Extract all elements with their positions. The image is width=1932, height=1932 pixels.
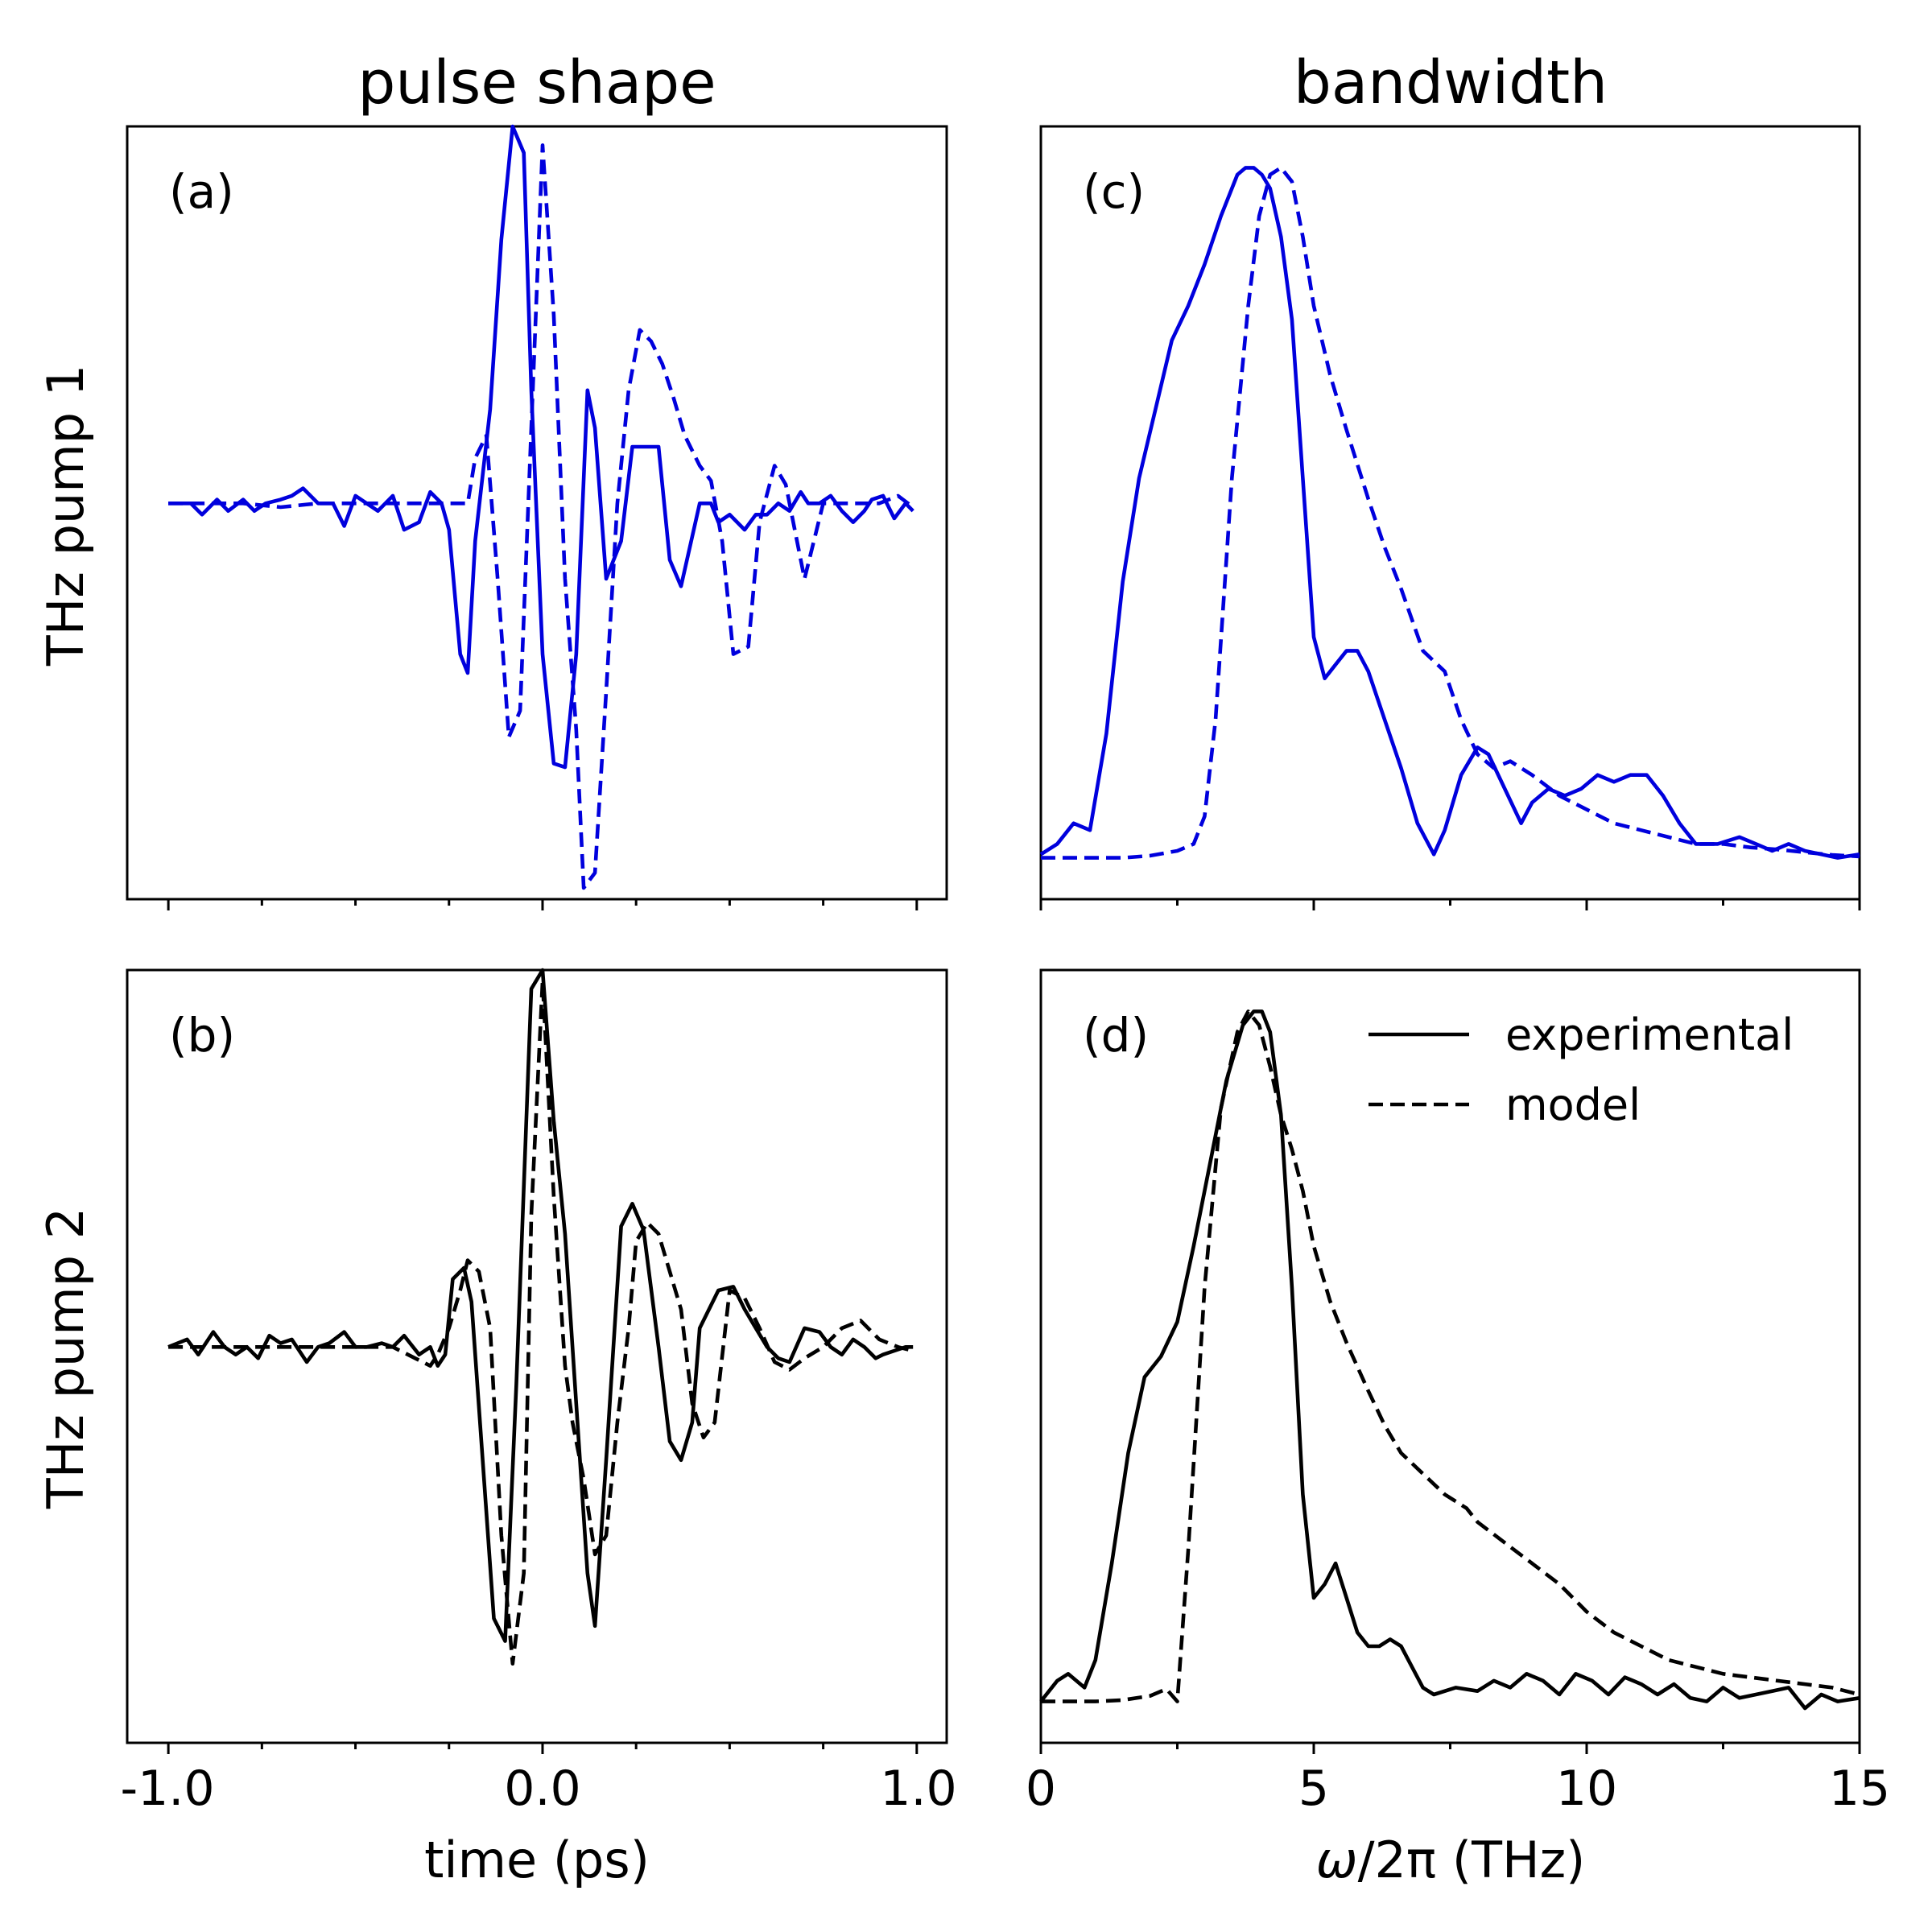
- series-layer: [167, 124, 1860, 1711]
- xtick-label-time-1: 1.0: [880, 1761, 956, 1817]
- xtick-label-freq-10: 10: [1556, 1761, 1617, 1817]
- xtick-label-freq-15: 15: [1829, 1761, 1890, 1817]
- series-b-model: [168, 979, 914, 1666]
- xlabel-omega: ω: [1316, 1831, 1358, 1889]
- series-d-model: [1041, 1009, 1860, 1703]
- title-bandwidth: bandwidth: [1294, 48, 1608, 118]
- xtick-label-freq-0: 0: [1026, 1761, 1056, 1817]
- xtick-label-time-neg1: -1.0: [120, 1761, 214, 1817]
- legend-label-model: model: [1505, 1080, 1641, 1130]
- series-a-experimental: [168, 124, 914, 770]
- series-a-model: [168, 143, 914, 890]
- panel-b-frame: [126, 968, 948, 1744]
- series-d-experimental: [1039, 1009, 1860, 1711]
- xtick-label-freq-5: 5: [1298, 1761, 1329, 1817]
- xlabel-frequency: ω/2π (THz): [1316, 1831, 1586, 1889]
- panel-d-frame: [1039, 968, 1861, 1744]
- xlabel-time: time (ps): [424, 1831, 650, 1889]
- legend: experimental model: [1368, 1009, 1794, 1130]
- ylabel-thz-pump-1: THz pump 1: [36, 365, 95, 667]
- xtick-label-time-0: 0.0: [504, 1761, 580, 1817]
- title-pulse-shape: pulse shape: [357, 48, 716, 118]
- series-c-model: [1041, 166, 1860, 860]
- ylabel-thz-pump-2: THz pump 2: [36, 1208, 95, 1509]
- panel-label-a: (a): [169, 164, 234, 219]
- axis-ticks: [167, 899, 1861, 1754]
- xlabel-freq-rest: /2π (THz): [1358, 1831, 1586, 1889]
- panel-c-frame: [1039, 125, 1861, 901]
- panel-label-c: (c): [1083, 164, 1145, 219]
- panel-label-d: (d): [1083, 1008, 1149, 1063]
- panel-a-frame: [126, 125, 948, 901]
- panel-label-b: (b): [169, 1008, 235, 1063]
- legend-label-experimental: experimental: [1505, 1009, 1794, 1060]
- series-b-experimental: [167, 968, 914, 1643]
- series-c-experimental: [1039, 166, 1860, 860]
